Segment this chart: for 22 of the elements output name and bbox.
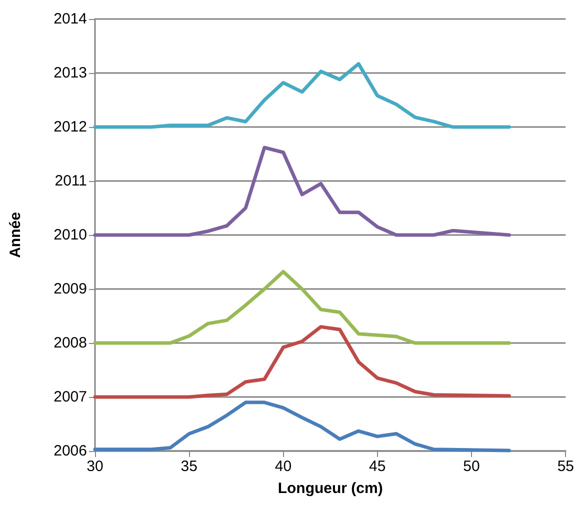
y-tick-label: 2012 [54, 118, 87, 136]
y-tick-label: 2007 [54, 388, 87, 406]
y-tick-label: 2008 [54, 334, 87, 352]
y-tick-label: 2006 [54, 442, 87, 460]
line-series [93, 400, 511, 452]
line-series [93, 146, 511, 237]
y-tick-label: 2009 [54, 280, 87, 298]
x-tick-label: 35 [180, 458, 198, 475]
x-tick-label: 50 [463, 458, 480, 475]
y-tick-label: 2011 [54, 172, 87, 190]
x-tick-label: 45 [369, 458, 386, 475]
x-tick-label: 40 [274, 458, 292, 475]
y-tick-label: 2010 [54, 226, 87, 244]
line-series [93, 270, 511, 345]
x-axis-title: Longueur (cm) [278, 480, 383, 497]
line-series [93, 325, 511, 399]
y-tick-label: 2014 [54, 10, 87, 28]
x-tick-label: 30 [86, 458, 104, 475]
y-axis-title: Année [7, 212, 24, 258]
y-tick-label: 2013 [54, 64, 87, 82]
line-series [93, 62, 511, 129]
x-tick-label: 55 [557, 458, 574, 475]
